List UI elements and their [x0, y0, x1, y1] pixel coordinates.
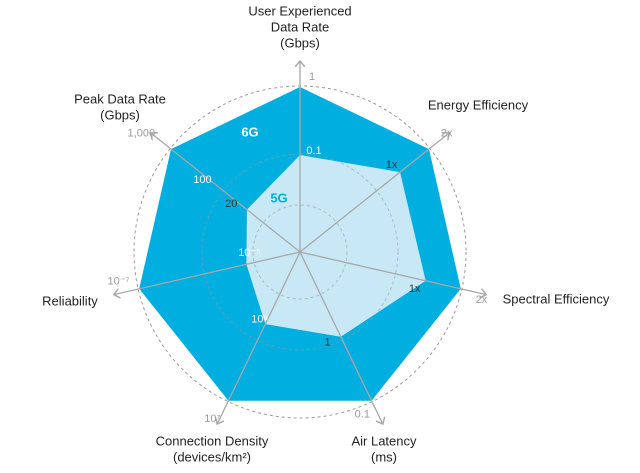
tick-spectral-efficiency-5g: 1x — [409, 283, 421, 295]
axis-title-air-latency-line-1: Air Latency — [351, 433, 417, 448]
axis-title-user-data-rate-line-1: User Experienced — [248, 3, 351, 18]
axis-title-energy-efficiency-line-1: Energy Efficiency — [428, 97, 529, 112]
series-5g-area — [246, 155, 426, 337]
axis-title-peak-data-rate-line-2: (Gbps) — [100, 107, 140, 122]
series-label-5g: 5G — [270, 190, 287, 205]
axis-line-air-latency — [299, 251, 382, 423]
tick-air-latency-5g: 1 — [325, 336, 331, 348]
axis-title-connection-density-line-1: Connection Density — [156, 433, 269, 448]
tick-user-data-rate-6g: 1 — [309, 71, 315, 83]
tick-spectral-efficiency-6g: 2x — [476, 294, 488, 306]
axis-title-air-latency-line-2: (ms) — [371, 449, 397, 464]
tick-energy-efficiency-6g: 2x — [441, 128, 453, 140]
axis-line-spectral-efficiency — [299, 251, 485, 294]
axis-title-reliability-line-1: Reliability — [42, 293, 98, 308]
axis-title-connection-density-line-2: (devices/km²) — [173, 449, 251, 464]
axis-line-reliability — [115, 251, 301, 294]
series-label-6g: 6G — [241, 124, 258, 139]
tick-user-data-rate-5g: 0.1 — [306, 145, 321, 157]
tick-connection-density-5g: 10⁶ — [251, 314, 268, 326]
grid-circle-middle-overlay — [201, 153, 399, 351]
axes — [115, 62, 485, 423]
axis-title-user-data-rate-line-3: (Gbps) — [280, 35, 320, 50]
tick-air-latency-6g: 0.1 — [355, 409, 370, 421]
axis-title-spectral-efficiency-line-1: Spectral Efficiency — [503, 291, 610, 306]
grid-circle-inner-overlay — [252, 204, 348, 300]
axis-title-peak-data-rate-line-1: Peak Data Rate — [74, 91, 166, 106]
axis-line-peak-data-rate — [152, 134, 301, 253]
axis-title-user-data-rate-line-2: Data Rate — [271, 19, 330, 34]
tick-reliability-6g: 10⁻⁷ — [107, 276, 129, 288]
tick-peak-data-rate-mid: 100 — [193, 174, 211, 186]
tick-energy-efficiency-5g: 1x — [386, 159, 398, 171]
tick-peak-data-rate-6g: 1,000 — [128, 128, 156, 140]
tick-reliability-5g: 10⁻⁵ — [238, 247, 261, 259]
axis-line-connection-density — [218, 251, 301, 423]
tick-peak-data-rate-5g: 20 — [225, 198, 237, 210]
tick-connection-density-6g: 10⁷ — [204, 413, 220, 425]
axis-line-energy-efficiency — [299, 134, 449, 253]
